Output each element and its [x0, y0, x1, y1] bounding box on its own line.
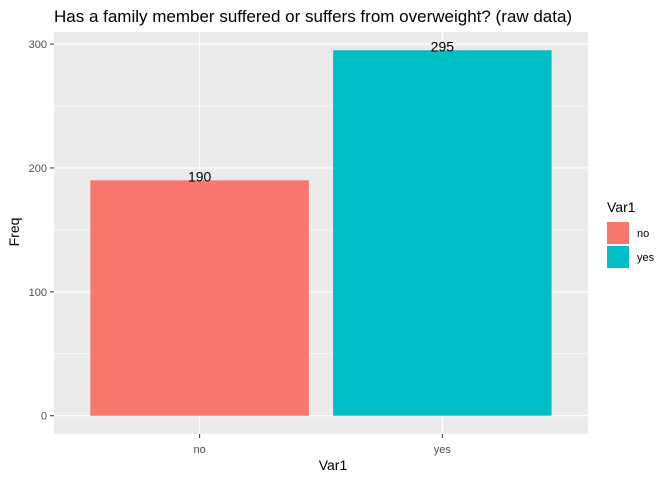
- y-tick-label: 100: [29, 287, 47, 299]
- data-label-yes: 295: [431, 38, 455, 54]
- y-tick-label: 200: [29, 163, 47, 175]
- bar-no: [90, 180, 309, 416]
- x-axis-title: Var1: [319, 457, 348, 473]
- legend-key-yes: [607, 246, 629, 268]
- legend-key-no: [607, 222, 629, 244]
- bars: [90, 50, 552, 416]
- y-axis-title: Freq: [6, 218, 22, 247]
- y-tick-label: 300: [29, 39, 47, 51]
- chart-title: Has a family member suffered or suffers …: [54, 7, 572, 26]
- x-tick-label: yes: [434, 444, 452, 456]
- bar-yes: [333, 50, 552, 416]
- x-axis: no yes: [194, 434, 452, 456]
- legend-label-no: no: [637, 228, 649, 240]
- y-axis: 0 100 200 300: [29, 39, 54, 423]
- legend-title: Var1: [607, 199, 636, 215]
- data-label-no: 190: [188, 168, 212, 184]
- legend: Var1 no yes: [607, 199, 655, 268]
- data-labels: 190 295: [188, 38, 454, 184]
- legend-label-yes: yes: [637, 252, 655, 264]
- x-tick-label: no: [194, 444, 206, 456]
- y-tick-label: 0: [41, 411, 47, 423]
